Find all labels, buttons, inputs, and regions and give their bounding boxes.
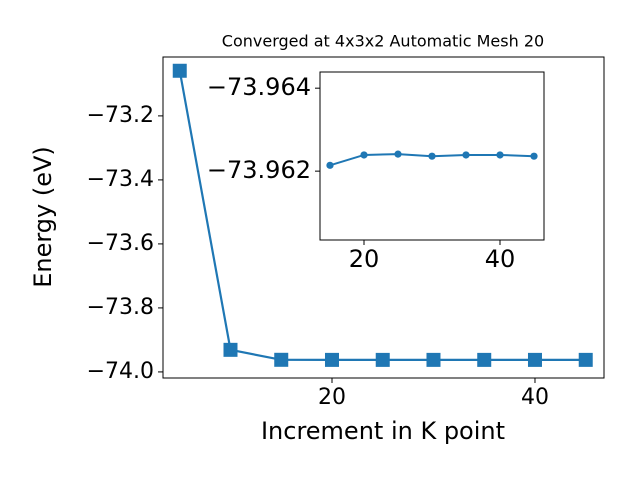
y-tick-label: −73.2 [87,103,154,128]
axes-frame [319,71,545,241]
marker [428,152,436,160]
marker [375,352,390,367]
marker [426,352,441,367]
marker [394,150,402,158]
marker [477,352,492,367]
marker [324,352,339,367]
marker [274,352,289,367]
marker [527,352,542,367]
y-tick-label: −73.8 [87,295,154,320]
x-tick-label: 20 [318,385,346,410]
x-tick-label: 40 [521,385,549,410]
y-tick-label: −73.4 [87,167,154,192]
marker [172,63,187,78]
marker [223,342,238,357]
marker [360,151,368,159]
y-axis-label: Energy (eV) [29,146,57,288]
x-axis-label: Increment in K point [261,417,505,445]
axes-frame [162,56,605,379]
y-tick-label: −73.6 [87,231,154,256]
y-tick-label: −73.962 [207,156,311,184]
y-tick-label: −73.964 [207,73,311,101]
chart-title: Converged at 4x3x2 Automatic Mesh 20 [222,32,544,51]
marker [462,151,470,159]
marker [496,151,504,159]
marker [578,352,593,367]
x-tick-label: 40 [485,245,516,273]
marker [530,152,538,160]
y-tick-label: −74.0 [87,359,154,384]
x-tick-label: 20 [349,245,380,273]
marker [326,161,334,169]
